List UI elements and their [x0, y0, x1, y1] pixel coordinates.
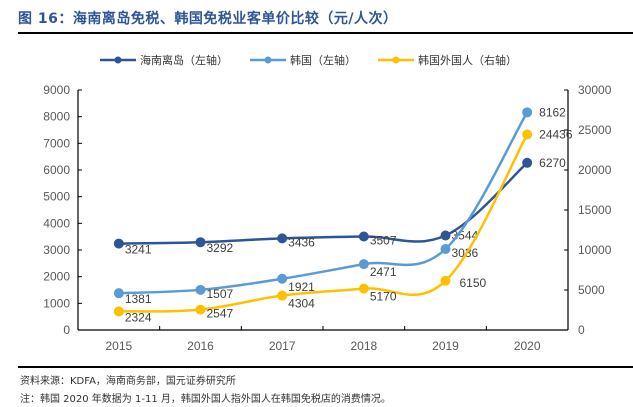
series-line-1 [118, 111, 529, 295]
x-tick-label: 2015 [105, 339, 132, 353]
legend-label-hainan: 海南离岛（左轴） [140, 54, 228, 67]
chart-title: 图 16：海南离岛免税、韩国免税业客单价比较（元/人次） [18, 11, 398, 27]
right-tick-label: 0 [578, 323, 585, 337]
right-tick-label: 5000 [578, 283, 605, 297]
left-tick-label: 2000 [43, 270, 70, 284]
data-point [358, 259, 369, 270]
left-tick-label: 1000 [43, 296, 70, 310]
data-label: 3507 [370, 233, 397, 247]
series-line-0 [118, 161, 528, 245]
left-tick-label: 6000 [43, 163, 70, 177]
data-label: 3241 [125, 243, 152, 257]
legend-item-korea-foreigners: 韩国外国人（右轴） [378, 52, 517, 68]
data-point [358, 283, 369, 294]
data-label: 8162 [539, 105, 566, 119]
data-label: 3292 [207, 241, 234, 255]
legend-swatch-korea [250, 56, 286, 64]
data-label: 4304 [288, 297, 315, 311]
left-tick-label: 9000 [43, 83, 70, 97]
data-point [195, 237, 206, 248]
data-point [522, 157, 533, 168]
data-point [440, 275, 451, 286]
left-tick-label: 3000 [43, 243, 70, 257]
x-tick-label: 2020 [514, 339, 541, 353]
data-label: 2324 [125, 310, 152, 324]
right-tick-label: 25000 [578, 123, 612, 137]
data-label: 1921 [288, 280, 315, 294]
source-note: 资料来源：KDFA，海南商务部，国元证券研究所 [20, 376, 236, 387]
x-tick-label: 2019 [432, 339, 459, 353]
data-label: 5170 [370, 290, 397, 304]
data-point [113, 288, 124, 299]
data-point [440, 230, 451, 241]
data-point [113, 306, 124, 317]
legend-label-korea-foreigners: 韩国外国人（右轴） [418, 54, 517, 67]
data-point [440, 244, 451, 255]
data-point [522, 129, 533, 140]
legend-item-hainan: 海南离岛（左轴） [100, 52, 228, 68]
legend-label-korea: 韩国（左轴） [290, 54, 356, 67]
left-tick-label: 7000 [43, 136, 70, 150]
data-label: 2471 [370, 265, 397, 279]
data-point [195, 304, 206, 315]
data-point [522, 107, 533, 118]
left-tick-label: 4000 [43, 216, 70, 230]
data-label: 1507 [207, 287, 234, 301]
data-label: 2547 [207, 307, 234, 321]
data-point [277, 233, 288, 244]
x-tick-label: 2017 [269, 339, 296, 353]
data-label: 6150 [460, 276, 487, 290]
right-tick-label: 30000 [578, 83, 612, 97]
footnote: 注：韩国 2020 年数据为 1-11 月，韩国外国人指外国人在韩国免税店的消费… [20, 394, 391, 405]
data-point [195, 284, 206, 295]
data-point [277, 273, 288, 284]
title-divider [18, 32, 633, 34]
x-tick-label: 2016 [187, 339, 214, 353]
data-point [113, 238, 124, 249]
data-label: 3036 [452, 246, 479, 260]
left-tick-label: 0 [63, 323, 70, 337]
data-label: 3436 [288, 235, 315, 249]
data-label: 6270 [539, 156, 566, 170]
legend-swatch-korea-foreigners [378, 56, 414, 64]
legend-swatch-hainan [100, 56, 136, 64]
footer-divider [18, 366, 633, 368]
left-tick-label: 8000 [43, 110, 70, 124]
right-tick-label: 20000 [578, 163, 612, 177]
right-tick-label: 10000 [578, 243, 612, 257]
chart-legend: 海南离岛（左轴） 韩国（左轴） 韩国外国人（右轴） [100, 52, 517, 68]
right-tick-label: 15000 [578, 203, 612, 217]
legend-item-korea: 韩国（左轴） [250, 52, 356, 68]
data-label: 3544 [452, 228, 479, 242]
data-point [277, 290, 288, 301]
data-label: 1381 [125, 292, 152, 306]
left-tick-label: 5000 [43, 190, 70, 204]
data-point [358, 231, 369, 242]
data-label: 24436 [539, 128, 573, 142]
x-tick-label: 2018 [350, 339, 377, 353]
